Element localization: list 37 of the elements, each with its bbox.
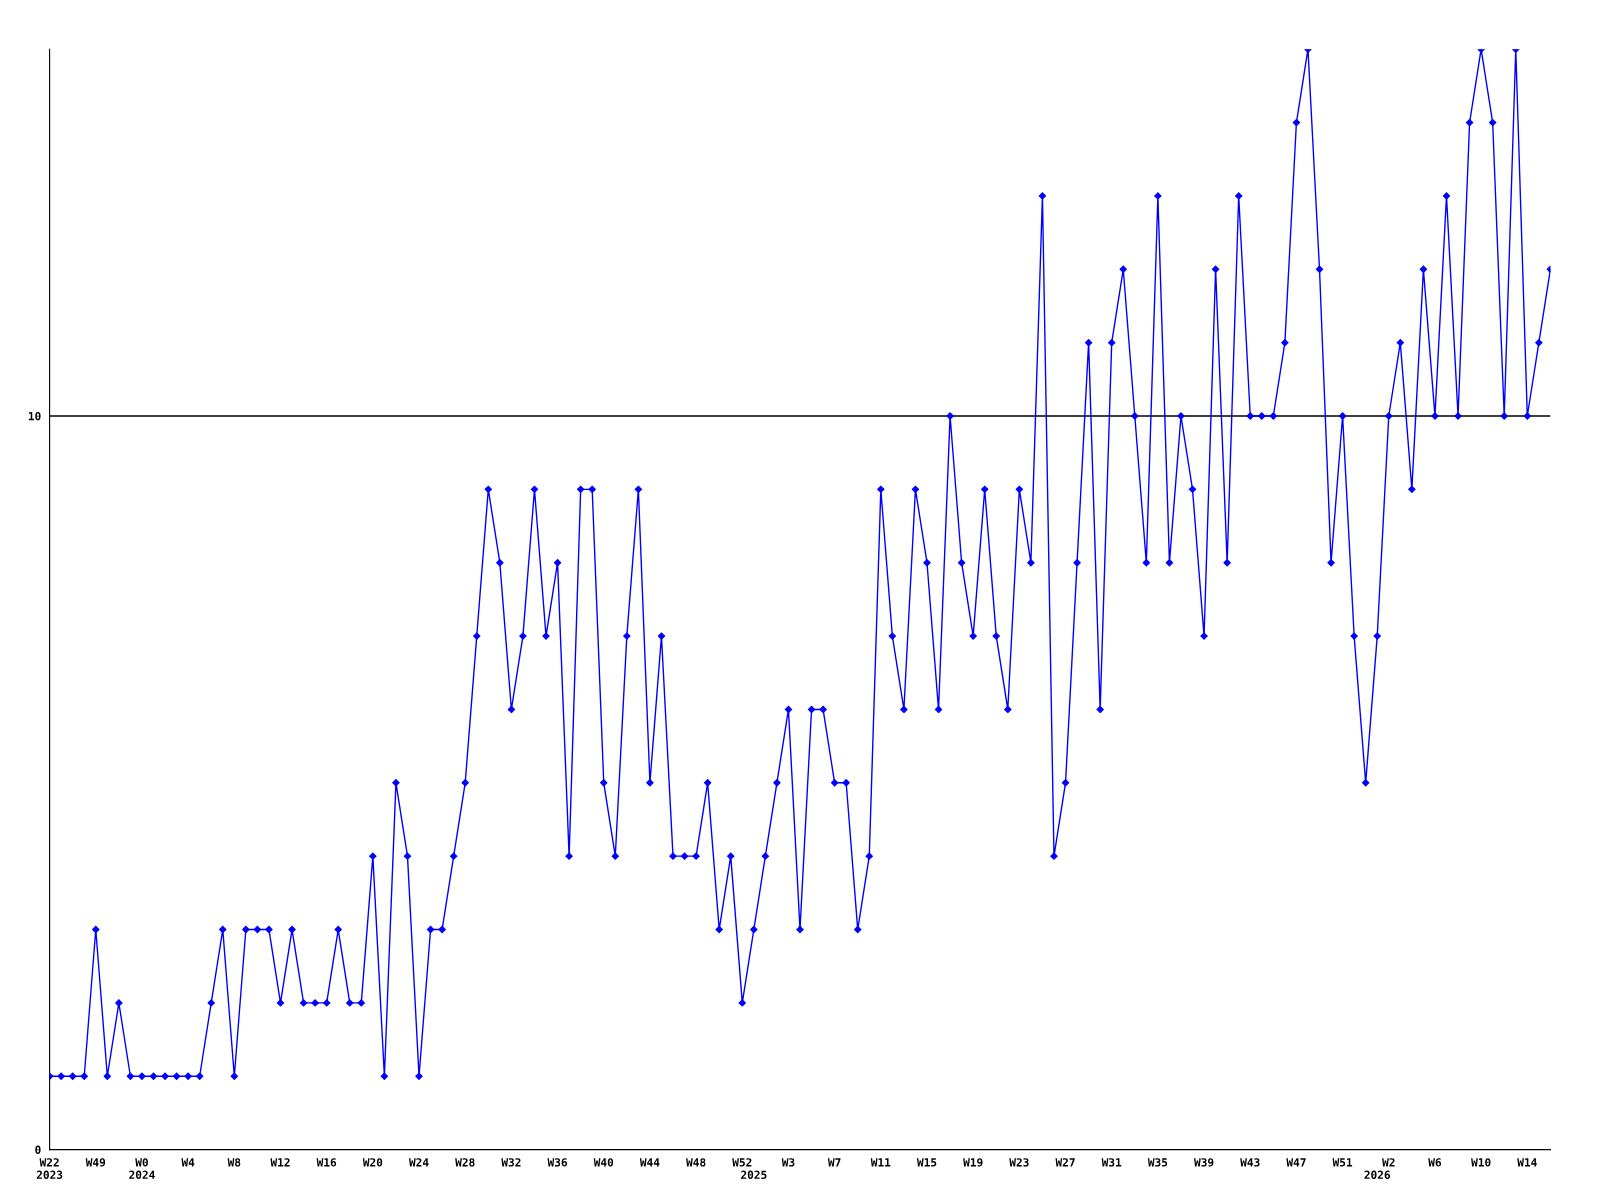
x-tick-label: W51 — [1332, 1158, 1353, 1167]
x-tick-label: W12 — [270, 1158, 290, 1167]
x-tick-label: W43 — [1240, 1158, 1260, 1167]
x-tick-label: W39 — [1194, 1158, 1214, 1167]
x-tick-label: W52 — [732, 1158, 752, 1167]
x-tick-label: W31 — [1101, 1158, 1122, 1167]
x-tick-label: W49 — [85, 1158, 106, 1167]
x-tick-label: W32 — [501, 1158, 521, 1167]
x-tick-label: W23 — [1009, 1158, 1029, 1167]
x-tick-label: W6 — [1428, 1158, 1442, 1167]
x-tick-label: W16 — [316, 1158, 337, 1167]
x-tick-label: W48 — [686, 1158, 706, 1167]
x-tick-label: W8 — [227, 1158, 241, 1167]
x-tick-label: W11 — [870, 1158, 891, 1167]
x-tick-label: W10 — [1471, 1158, 1491, 1167]
x-tick-label: W3 — [781, 1158, 795, 1167]
x-tick-label: W28 — [455, 1158, 475, 1167]
x-tick-label: W47 — [1286, 1158, 1306, 1167]
y-tick-label: 0 — [35, 1145, 41, 1154]
x-tick-label: W20 — [362, 1158, 383, 1167]
x-tick-label: W24 — [408, 1158, 429, 1167]
x-tick-label: W22 2023 — [36, 1158, 63, 1179]
x-tick-label: W19 — [963, 1158, 983, 1167]
x-tick-label: W15 — [916, 1158, 937, 1167]
x-tick-label: W2 — [1382, 1158, 1395, 1167]
x-tick-label: W27 — [1055, 1158, 1075, 1167]
x-tick-label: W36 — [547, 1158, 567, 1167]
x-tick-label: W4 — [181, 1158, 195, 1167]
x-tick-label: 2025 — [741, 1170, 767, 1179]
x-tick-label: W0 2024 — [129, 1158, 155, 1179]
y-tick-label: 10 — [28, 411, 41, 421]
x-tick-label: W35 — [1147, 1158, 1168, 1167]
x-tick-label: W44 — [639, 1158, 660, 1167]
x-tick-label: W40 — [593, 1158, 614, 1167]
x-tick-label: W7 — [827, 1158, 841, 1167]
x-tick-label: W14 — [1517, 1158, 1537, 1167]
x-tick-label: 2026 — [1364, 1170, 1391, 1179]
